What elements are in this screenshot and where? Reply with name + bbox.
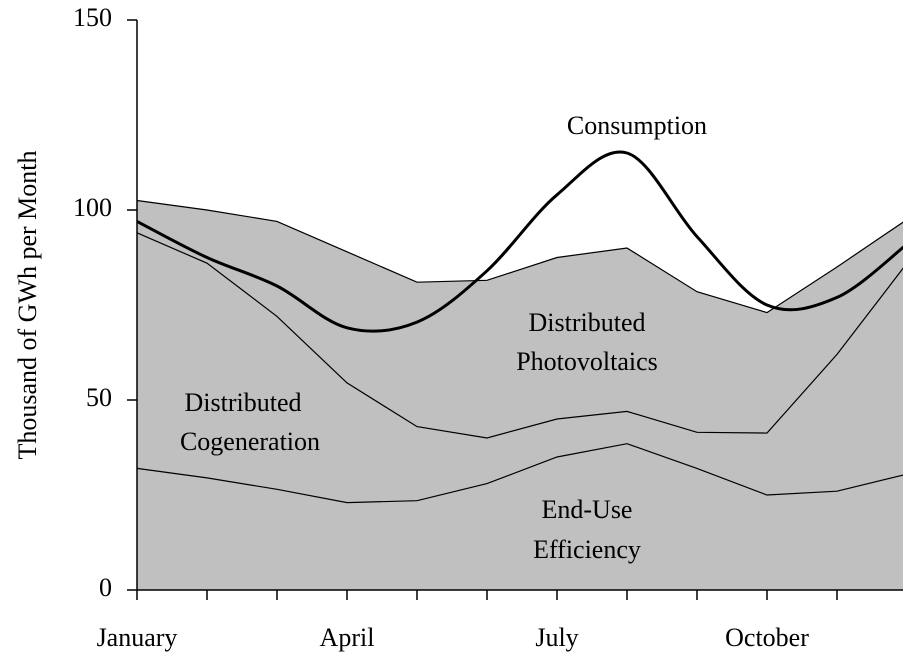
areas xyxy=(137,200,903,590)
series-label: Distributed Cogeneration xyxy=(180,388,320,456)
series-label: Distributed Photovoltaics xyxy=(516,308,658,376)
area-edge xyxy=(136,232,903,439)
x-tick-label: July xyxy=(535,623,578,652)
series-label: End-Use Efficiency xyxy=(533,495,641,564)
x-tick-label: April xyxy=(320,623,375,652)
area-edge xyxy=(136,443,903,504)
x-tick-label: January xyxy=(97,623,178,652)
series-label-line: Distributed xyxy=(529,308,646,337)
area xyxy=(137,232,903,503)
y-tick-label: 100 xyxy=(73,193,112,222)
area xyxy=(137,443,903,590)
area-edge xyxy=(136,199,903,314)
x-tick-label: October xyxy=(725,623,809,652)
area xyxy=(137,200,903,438)
lines xyxy=(136,150,903,504)
y-tick-label: 150 xyxy=(73,3,112,32)
consumption-line xyxy=(136,150,903,333)
y-tick-label: 0 xyxy=(99,573,112,602)
y-tick-label: 50 xyxy=(86,383,112,412)
series-label-line: Cogeneration xyxy=(180,427,320,456)
series-label-line: End-Use xyxy=(542,495,633,524)
y-axis-label: Thousand of GWh per Month xyxy=(13,150,42,459)
series-label-line: Consumption xyxy=(567,111,707,140)
series-label-line: Distributed xyxy=(185,388,302,417)
series-label: Consumption xyxy=(567,111,707,140)
series-label-line: Efficiency xyxy=(533,535,641,564)
series-label-line: Photovoltaics xyxy=(516,347,658,376)
